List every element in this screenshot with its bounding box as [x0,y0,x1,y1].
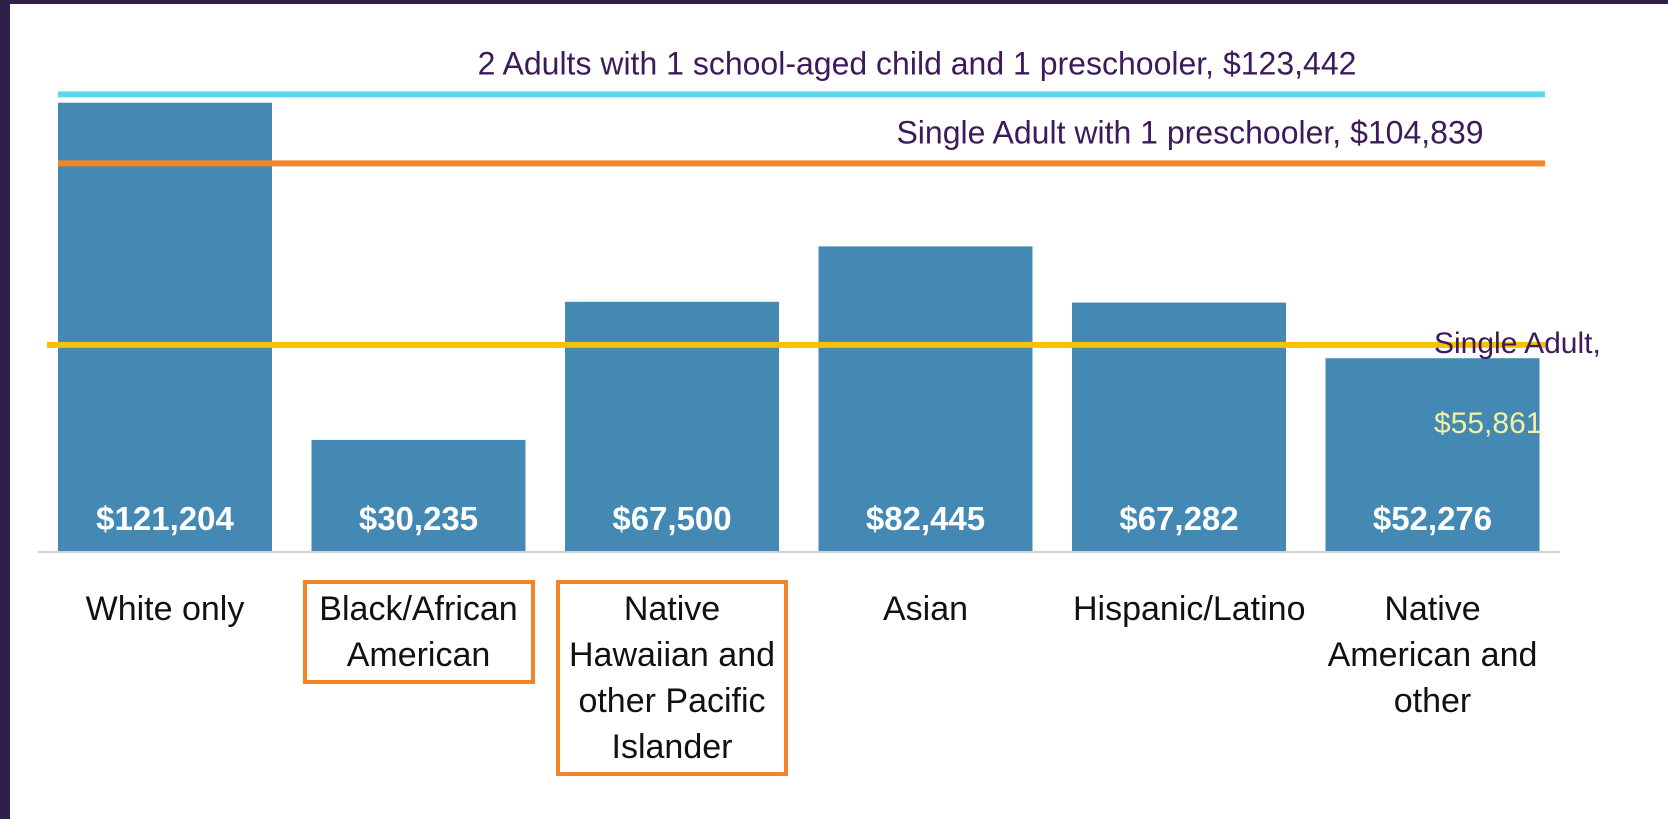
category-label-box: Native American and other [1283,580,1583,730]
reference-value: $55,861 [1434,407,1542,440]
x-tick-label: Asian [882,590,969,628]
x-tick-label: Native Hawaiian and other Pacific Island… [556,580,788,776]
category-label-box: Black/African American [269,580,569,684]
value-label: $121,204 [96,500,234,537]
category-label-box: White only [15,580,315,638]
bar [1325,358,1540,552]
category-label-box: Asian [776,580,1076,638]
value-label: $52,276 [1373,500,1492,537]
value-label: $67,500 [612,500,731,537]
value-label: $82,445 [866,500,985,537]
reference-label: Single Adult, $55,861 [1434,327,1601,440]
reference-label: Single Adult with 1 preschooler, $104,83… [896,114,1483,150]
reference-name: Single Adult with 1 preschooler, [896,114,1341,150]
reference-value: $123,442 [1223,45,1356,81]
value-label: $67,282 [1119,500,1238,537]
bar [311,439,526,552]
x-tick-label: Black/African American [302,580,535,684]
value-label: $30,235 [359,500,478,537]
reference-label: 2 Adults with 1 school-aged child and 1 … [478,45,1357,81]
category-label-box: Hispanic/Latino [1029,580,1329,638]
x-tick-label: Hispanic/Latino [1073,590,1306,628]
reference-name: 2 Adults with 1 school-aged child and 1 … [478,45,1214,81]
x-tick-label: Native American and other [1327,590,1538,720]
reference-value: $104,839 [1350,114,1483,150]
category-label-box: Native Hawaiian and other Pacific Island… [522,580,822,776]
x-tick-label: White only [85,590,245,628]
bar [58,102,272,552]
bar [818,246,1033,552]
reference-name: Single Adult, [1434,327,1601,360]
